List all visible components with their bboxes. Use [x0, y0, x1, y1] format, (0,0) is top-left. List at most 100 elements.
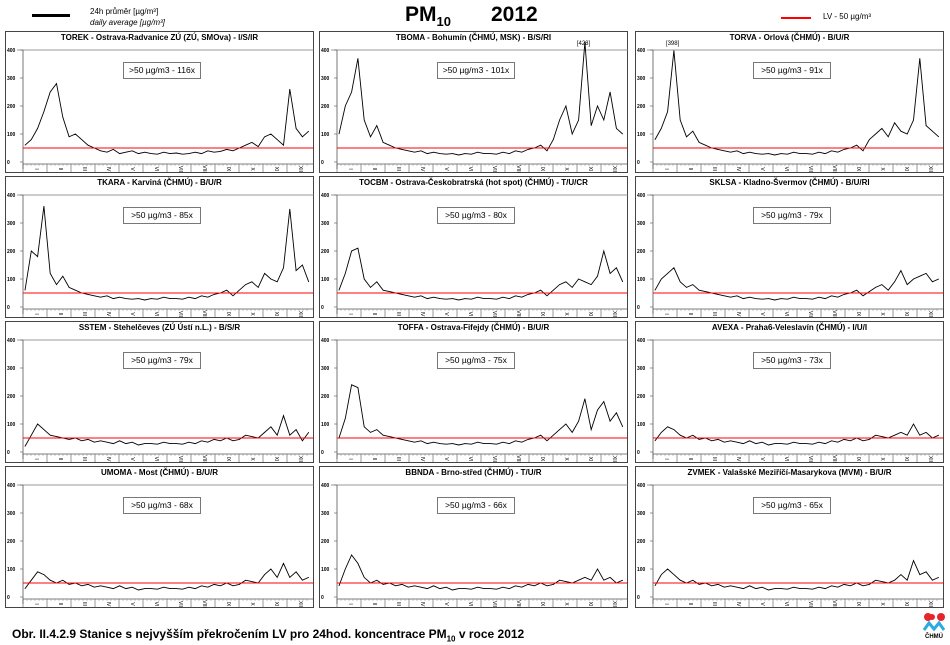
data-point [308, 281, 309, 283]
data-point [609, 91, 611, 93]
data-point [749, 440, 750, 442]
data-point [508, 153, 510, 154]
data-point [68, 584, 70, 585]
data-point [717, 149, 719, 150]
month-label: I [663, 168, 669, 169]
data-point [603, 401, 605, 402]
chmu-logo-icon [922, 613, 946, 632]
data-point [188, 153, 190, 154]
data-point [850, 585, 851, 587]
data-point [357, 247, 359, 249]
data-point [276, 139, 278, 140]
data-point [169, 443, 171, 444]
month-label: XII [611, 601, 617, 607]
data-point [661, 574, 662, 575]
data-point [433, 441, 434, 443]
month-label: IX [855, 312, 861, 317]
data-point [75, 133, 76, 135]
month-label: IV [419, 602, 425, 607]
month-label: VI [153, 312, 159, 317]
data-point [477, 151, 478, 153]
month-label: XI [273, 602, 279, 607]
month-label: IX [855, 602, 861, 607]
y-tick-label: 0 [321, 305, 324, 311]
data-point [270, 133, 272, 135]
y-tick-label: 100 [7, 277, 16, 283]
data-point [363, 577, 365, 578]
data-point [900, 130, 902, 132]
y-tick-label: 200 [637, 394, 646, 400]
data-point [308, 432, 309, 433]
data-point [49, 579, 51, 581]
month-label: VII [491, 456, 497, 462]
month-label: III [395, 167, 401, 171]
data-point [546, 585, 548, 587]
data-point [439, 588, 441, 589]
data-point [932, 579, 933, 581]
data-point [87, 584, 89, 585]
exceedance-count-box: >50 µg/m3 - 79x [123, 352, 201, 369]
data-point [458, 444, 460, 446]
data-point [578, 579, 579, 581]
data-point [938, 577, 939, 578]
data-point [489, 588, 491, 589]
data-point [49, 91, 51, 93]
data-point [439, 298, 441, 299]
month-label: X [879, 457, 885, 461]
data-point [686, 136, 687, 138]
data-point [515, 150, 516, 152]
data-point [251, 281, 253, 283]
data-point [812, 443, 813, 445]
month-label: X [879, 167, 885, 171]
data-point [787, 298, 788, 300]
month-label: IX [225, 602, 231, 607]
data-point [925, 571, 927, 573]
data-point [590, 429, 592, 430]
data-point [452, 153, 453, 154]
month-label: IV [419, 312, 425, 317]
data-point [559, 579, 560, 581]
data-point [774, 154, 776, 156]
month-label: VII [177, 166, 183, 172]
data-point [755, 588, 757, 589]
data-point [717, 294, 719, 295]
data-point [616, 128, 617, 129]
data-point [590, 579, 592, 581]
data-point [705, 144, 706, 146]
y-tick-label: 300 [7, 76, 16, 82]
data-point [698, 142, 700, 143]
month-label: VIII [201, 455, 207, 463]
data-point [257, 146, 259, 147]
data-point [207, 586, 209, 588]
data-point [232, 585, 234, 587]
data-point [100, 296, 101, 298]
data-point [439, 443, 441, 444]
data-point [433, 585, 434, 587]
month-label: XI [273, 457, 279, 462]
data-point [213, 294, 215, 295]
data-point [401, 584, 403, 585]
data-point [489, 443, 491, 444]
data-point [477, 296, 478, 298]
data-point [717, 584, 719, 585]
data-point [207, 441, 209, 443]
data-point [730, 585, 731, 587]
month-label: XII [297, 456, 303, 462]
data-point [395, 585, 397, 587]
data-point [345, 273, 346, 274]
data-point [856, 144, 858, 146]
data-point [862, 295, 864, 297]
data-point [894, 281, 895, 283]
month-label: IX [539, 312, 545, 317]
month-label: IV [105, 602, 111, 607]
daily-average-series [24, 562, 309, 591]
y-tick-label: 0 [637, 305, 640, 311]
data-point [264, 432, 265, 433]
y-tick-label: 300 [637, 76, 646, 82]
data-point [452, 589, 453, 591]
month-label: I [663, 603, 669, 604]
data-point [68, 287, 70, 288]
data-point [150, 588, 152, 589]
y-tick-label: 100 [321, 422, 330, 428]
